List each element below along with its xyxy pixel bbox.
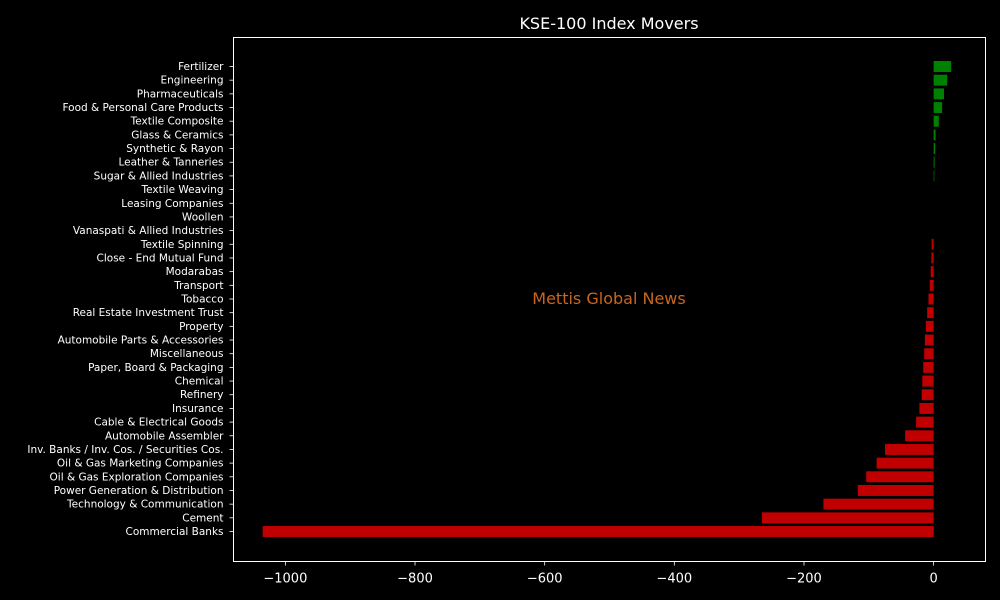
bar — [262, 526, 934, 537]
y-tick-label: Textile Weaving — [141, 184, 224, 196]
bar — [928, 293, 934, 305]
y-tick-label: Cement — [182, 512, 223, 524]
bar — [933, 88, 945, 100]
bar — [930, 266, 934, 278]
x-tick-label: −1000 — [263, 572, 307, 587]
y-tick-label: Oil & Gas Exploration Companies — [50, 471, 224, 483]
bar — [933, 115, 939, 127]
y-tick-label: Pharmaceuticals — [137, 88, 224, 100]
y-tick-label: Automobile Parts & Accessories — [58, 335, 224, 347]
y-tick-label: Leather & Tanneries — [118, 157, 223, 169]
bar — [933, 170, 935, 182]
y-tick-label: Inv. Banks / Inv. Cos. / Securities Cos. — [27, 444, 223, 456]
y-tick-label: Synthetic & Rayon — [126, 143, 223, 155]
y-tick-label: Textile Composite — [130, 116, 224, 128]
y-tick-label: Cable & Electrical Goods — [94, 417, 223, 429]
y-tick-label: Technology & Communication — [66, 499, 223, 511]
y-tick-label: Property — [179, 321, 223, 333]
bar — [933, 74, 948, 86]
bar — [761, 512, 934, 524]
bar — [931, 252, 934, 264]
bar — [876, 457, 934, 469]
y-tick-label: Food & Personal Care Products — [62, 102, 223, 114]
y-tick-label: Close - End Mutual Fund — [97, 252, 224, 264]
bar — [933, 156, 935, 168]
y-tick-label: Tobacco — [180, 294, 223, 306]
bar — [866, 471, 934, 483]
bar — [823, 498, 934, 510]
chart-title: KSE-100 Index Movers — [519, 14, 698, 33]
y-tick-label: Real Estate Investment Trust — [73, 307, 224, 319]
bar — [923, 361, 934, 373]
x-tick-label: −200 — [786, 572, 822, 587]
x-tick-label: −400 — [656, 572, 692, 587]
y-tick-label: Modarabas — [166, 266, 224, 278]
y-tick-label: Insurance — [172, 403, 224, 415]
bars-group — [262, 61, 952, 537]
bar — [927, 307, 934, 319]
y-tick-label: Paper, Board & Packaging — [88, 362, 223, 374]
bar — [857, 485, 934, 496]
bar — [931, 238, 934, 250]
y-tick-label: Fertilizer — [178, 61, 224, 73]
y-tick-label: Glass & Ceramics — [131, 129, 223, 141]
y-tick-label: Chemical — [175, 376, 224, 388]
bar — [933, 143, 936, 155]
x-tick-label: −800 — [397, 572, 433, 587]
y-tick-label: Woollen — [182, 211, 224, 223]
y-tick-label: Power Generation & Distribution — [54, 485, 224, 497]
bar — [885, 443, 934, 455]
bar — [933, 102, 943, 113]
x-tick-label: 0 — [929, 572, 937, 587]
x-tick-label: −600 — [527, 572, 563, 587]
y-tick-label: Vanaspati & Allied Industries — [73, 225, 224, 237]
y-tick-label: Engineering — [161, 75, 224, 87]
bar — [933, 61, 952, 72]
y-tick-label: Automobile Assembler — [105, 430, 224, 442]
y-tick-label: Commercial Banks — [126, 526, 224, 538]
bar — [919, 402, 934, 414]
bar — [922, 375, 934, 387]
y-tick-label: Miscellaneous — [150, 348, 224, 360]
y-tick-label: Leasing Companies — [121, 198, 223, 210]
bar — [929, 279, 934, 291]
bar — [921, 389, 934, 401]
bar — [905, 430, 934, 442]
plot-area-frame — [233, 37, 986, 562]
bar — [925, 320, 934, 332]
y-tick-label: Oil & Gas Marketing Companies — [57, 458, 224, 470]
y-tick-label: Transport — [173, 280, 223, 292]
bar — [924, 348, 934, 360]
bar — [933, 129, 936, 141]
x-ticks: −1000 −800 −600 −400 −200 0 — [263, 561, 938, 587]
bar — [916, 416, 934, 428]
y-tick-label: Sugar & Allied Industries — [94, 170, 224, 182]
y-tick-label: Textile Spinning — [140, 239, 224, 251]
watermark-text: Mettis Global News — [532, 289, 685, 308]
y-tick-label: Refinery — [180, 389, 224, 401]
bar — [924, 334, 934, 346]
